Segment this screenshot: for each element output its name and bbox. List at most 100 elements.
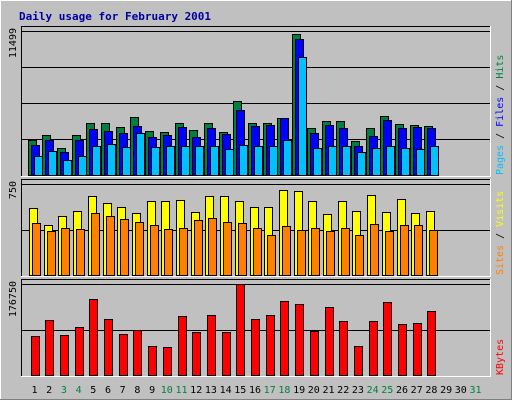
chart-panels: 11499 Pages / Files / Hits 750 Sites / Visi… [8,26,506,377]
bar-sites-day-3 [61,228,70,276]
bar-kbytes-day-20 [310,331,319,376]
bar-pages-day-10 [166,146,175,176]
legend-part: Pages [495,145,506,175]
x-tick-label-day-24: 24 [367,385,379,396]
x-tick-label-day-7: 7 [120,385,126,396]
bar-kbytes-day-2 [45,320,54,376]
y-max-label: 176750 [8,281,19,317]
bar-pages-day-25 [386,146,395,176]
series-pages [34,57,439,176]
x-tick-label-day-31: 31 [469,385,481,396]
bar-kbytes-day-8 [133,330,142,376]
x-tick-label-day-20: 20 [308,385,320,396]
bar-pages-day-6 [107,144,116,176]
bar-sites-day-5 [91,213,100,276]
bar-sites-day-8 [135,222,144,276]
bar-sites-day-9 [150,225,159,276]
bar-sites-day-2 [47,231,56,276]
x-tick-label-day-11: 11 [175,385,187,396]
bar-pages-day-17 [269,146,278,176]
x-tick-label-day-19: 19 [293,385,305,396]
bar-sites-day-16 [253,228,262,276]
bar-sites-day-23 [355,235,364,276]
bar-kbytes-day-22 [339,321,348,376]
x-tick-label-day-18: 18 [278,385,290,396]
bar-sites-day-13 [208,218,217,276]
bar-sites-day-12 [194,220,203,276]
x-tick-label-day-27: 27 [411,385,423,396]
bar-sites-day-27 [414,225,423,276]
legend-part: Visits [495,191,506,227]
bar-pages-day-22 [342,146,351,176]
bar-pages-day-2 [48,151,57,176]
legend-part: Hits [495,55,506,79]
bar-kbytes-day-3 [60,335,69,376]
bar-pages-day-28 [430,146,439,176]
x-tick-label-day-4: 4 [76,385,82,396]
bar-kbytes-day-10 [163,347,172,376]
x-tick-label-day-16: 16 [249,385,261,396]
bar-pages-day-23 [357,152,366,176]
x-tick-label-day-30: 30 [455,385,467,396]
bar-pages-day-18 [283,140,292,176]
x-axis-labels: 1 2 3 4 5 6 7 8 9 10 11 12 13 14 15 16 17 18 19 20 21 22 23 24 2… [31,385,481,396]
bar-kbytes-day-26 [398,324,407,376]
x-tick-label-day-8: 8 [134,385,140,396]
series-kbytes [31,284,436,376]
bar-sites-day-4 [76,229,85,276]
x-tick-label-day-1: 1 [31,385,37,396]
bar-kbytes-day-13 [207,315,216,376]
bar-pages-day-20 [313,148,322,176]
bar-sites-day-1 [32,223,41,276]
bar-sites-day-18 [282,226,291,276]
bar-pages-day-24 [372,148,381,176]
bar-pages-day-27 [416,149,425,176]
x-tick-label-day-26: 26 [396,385,408,396]
legend-part: / [495,79,506,97]
bar-sites-day-28 [429,230,438,276]
bar-sites-day-24 [370,224,379,276]
legend-part: / [495,127,506,145]
series-legend-label: Pages / Files / Hits [495,55,506,175]
bar-sites-day-20 [311,228,320,276]
bar-sites-day-10 [164,229,173,276]
panel-hits: 11499 Pages / Files / Hits [8,26,506,177]
legend-part: / [495,227,506,245]
bar-kbytes-day-28 [427,311,436,376]
bar-kbytes-day-15 [236,284,245,376]
bar-pages-day-26 [401,148,410,176]
bar-kbytes-day-27 [413,323,422,376]
bar-kbytes-day-9 [148,346,157,376]
bar-pages-day-3 [63,160,72,176]
bar-kbytes-day-4 [75,327,84,376]
bar-kbytes-day-1 [31,336,40,376]
bar-kbytes-day-12 [192,332,201,376]
bar-pages-day-19 [298,57,307,176]
bar-sites-day-25 [385,231,394,276]
bar-sites-day-6 [106,216,115,276]
x-tick-label-day-22: 22 [337,385,349,396]
x-tick-label-day-9: 9 [149,385,155,396]
bar-sites-day-15 [238,223,247,276]
bar-sites-day-21 [326,231,335,276]
bar-pages-day-21 [328,146,337,176]
bar-kbytes-day-24 [369,321,378,376]
bar-kbytes-day-21 [325,307,334,376]
bar-pages-day-11 [181,146,190,176]
bar-pages-day-5 [92,146,101,176]
bar-pages-day-12 [195,146,204,176]
x-tick-label-day-10: 10 [161,385,173,396]
x-tick-label-day-23: 23 [352,385,364,396]
bar-sites-day-11 [179,228,188,276]
bar-kbytes-day-7 [119,334,128,376]
bar-sites-day-19 [297,230,306,276]
bar-pages-day-13 [210,146,219,176]
bar-kbytes-day-14 [222,332,231,376]
y-max-label: 11499 [8,28,19,58]
bar-kbytes-day-16 [251,319,260,376]
x-tick-label-day-28: 28 [425,385,437,396]
bar-kbytes-day-23 [354,346,363,376]
bar-sites-day-26 [400,225,409,276]
bar-sites-day-17 [267,235,276,276]
legend-part: Sites [495,245,506,275]
